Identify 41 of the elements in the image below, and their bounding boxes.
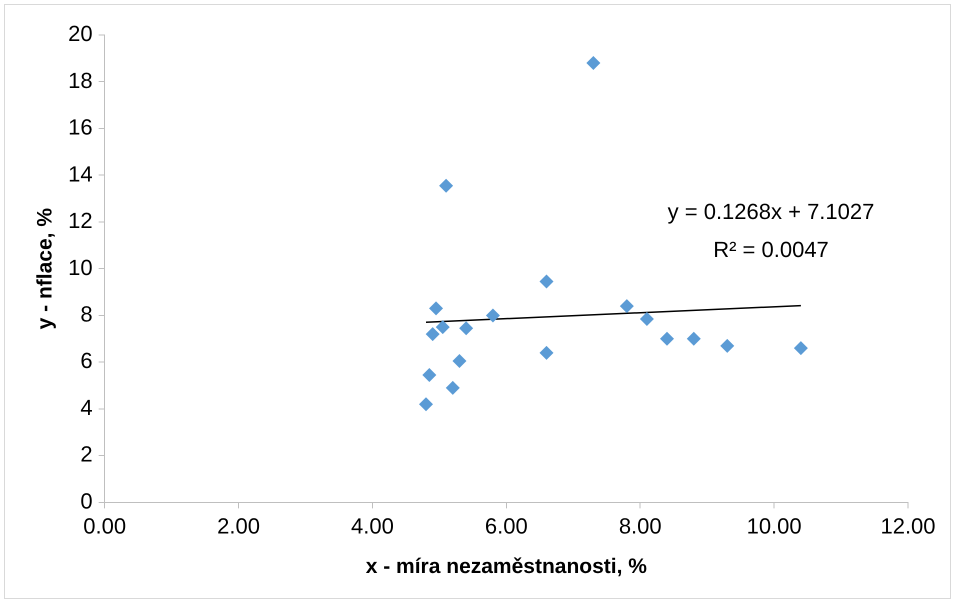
x-tick-label: 10.00 <box>746 514 802 539</box>
y-tick-label: 4 <box>80 394 93 420</box>
y-axis-title: y - nflace, % <box>33 208 56 330</box>
x-tick-label: 12.00 <box>880 514 936 539</box>
point <box>439 178 454 193</box>
x-axis-title: x - míra nezaměstnanosti, % <box>366 555 648 578</box>
y-tick-label: 2 <box>80 442 93 467</box>
point <box>419 397 434 412</box>
annotation: y = 0.1268x + 7.1027 <box>668 199 874 224</box>
annotation: R² = 0.0047 <box>713 237 829 262</box>
y-tick-label: 18 <box>68 68 93 93</box>
y-tick-label: 8 <box>80 302 93 327</box>
point <box>686 332 701 346</box>
x-tick-label: 6.00 <box>484 514 528 539</box>
point <box>452 354 466 368</box>
point <box>540 274 554 289</box>
point <box>794 341 808 356</box>
y-tick-label: 6 <box>80 348 93 374</box>
point <box>426 327 440 342</box>
y-tick-label: 12 <box>68 208 93 234</box>
point <box>486 308 500 322</box>
point <box>429 301 444 316</box>
x-tick-label: 4.00 <box>351 514 394 539</box>
point <box>620 299 634 314</box>
x-tick-label: 0.00 <box>83 514 126 539</box>
point <box>720 338 734 353</box>
x-tick-label: 8.00 <box>618 514 662 539</box>
point <box>540 346 554 360</box>
point <box>459 321 474 336</box>
point <box>660 332 674 346</box>
point <box>586 56 600 70</box>
y-tick-label: 0 <box>80 488 93 514</box>
point <box>436 320 450 334</box>
y-tick-label: 20 <box>68 21 93 46</box>
point <box>640 312 654 326</box>
point <box>422 368 436 382</box>
y-tick-label: 16 <box>68 114 93 140</box>
point <box>446 380 460 395</box>
y-tick-label: 14 <box>68 161 93 186</box>
y-tick-label: 10 <box>68 254 93 280</box>
x-tick-label: 2.00 <box>217 514 260 539</box>
